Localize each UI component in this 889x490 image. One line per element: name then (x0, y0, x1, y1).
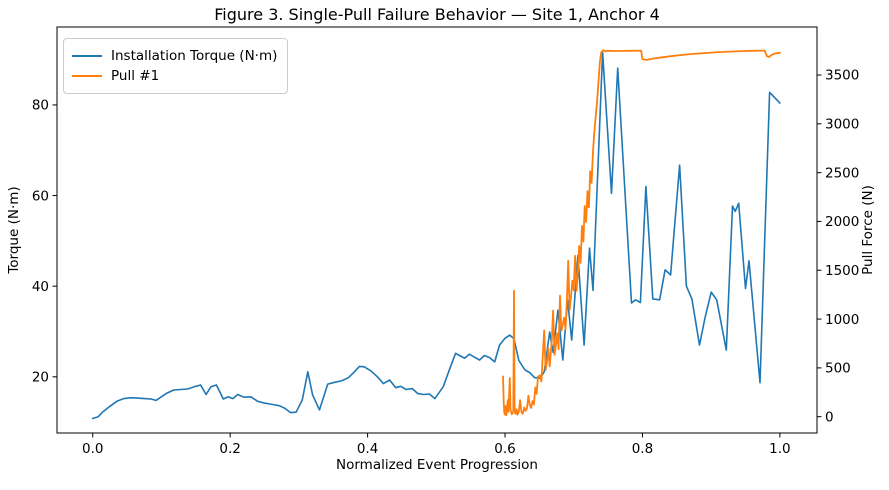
y-right-tick-label: 0 (825, 409, 834, 425)
y-right-tick-label: 2000 (825, 214, 859, 230)
x-tick-label: 1.0 (769, 441, 790, 457)
plot-border-spines (56, 26, 818, 434)
y-left-tick-label: 60 (32, 188, 49, 204)
legend-label-pull-1: Pull #1 (111, 68, 160, 84)
y-left-tick-label: 20 (32, 370, 49, 386)
x-tick-label: 0.4 (357, 441, 378, 457)
series-pull-1 (502, 49, 781, 417)
y-left-tick-label: 40 (32, 279, 49, 295)
legend-label-installation-torque: Installation Torque (N·m) (111, 48, 278, 64)
legend-item-pull-1: Pull #1 (72, 66, 277, 86)
x-tick-label: 0.2 (219, 441, 240, 457)
x-tick-label: 0.6 (494, 441, 515, 457)
legend: Installation Torque (N·m) Pull #1 (63, 38, 289, 94)
x-axis-label: Normalized Event Progression (336, 457, 538, 473)
legend-line-sample-orange (72, 75, 102, 77)
series-lines (91, 49, 781, 420)
y-right-tick-label: 500 (825, 361, 851, 377)
chart-title: Figure 3. Single-Pull Failure Behavior —… (214, 5, 660, 24)
series-installation-torque (91, 51, 781, 420)
legend-line-sample-blue (72, 55, 102, 57)
y-right-tick-label: 1000 (825, 312, 859, 328)
y-right-tick-label: 2500 (825, 165, 859, 181)
x-tick-label: 0.0 (82, 441, 103, 457)
y-right-tick-label: 1500 (825, 263, 859, 279)
axis-ticks: 0.0 0.2 0.4 0.6 0.8 1.0 20 40 60 80 0 500 1000 1500 20… (32, 68, 860, 457)
y-right-tick-label: 3000 (825, 117, 859, 133)
y-right-tick-label: 3500 (825, 68, 859, 84)
x-tick-label: 0.8 (632, 441, 653, 457)
legend-item-installation-torque: Installation Torque (N·m) (72, 46, 277, 66)
y-left-tick-label: 80 (32, 98, 49, 114)
